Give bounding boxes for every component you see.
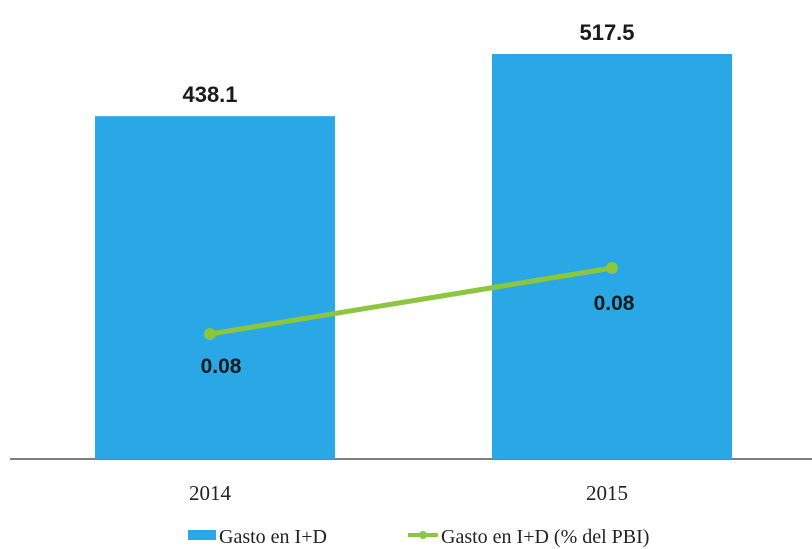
line-point-2015: [606, 262, 618, 274]
bar-2014: [95, 116, 335, 459]
bar-2015: [492, 54, 732, 459]
legend-label-line: Gasto en I+D (% del PBI): [441, 526, 649, 548]
legend-label-bar: Gasto en I+D: [219, 526, 327, 548]
line-label-2015: 0.08: [594, 292, 635, 315]
bar-label-2015: 517.5: [579, 20, 634, 45]
line-point-2014: [204, 328, 216, 340]
x-tick-2015: 2015: [586, 481, 628, 505]
line-label-2014: 0.08: [201, 355, 242, 378]
line-segment-pbi: [207, 265, 615, 337]
bar-label-2014: 438.1: [182, 82, 237, 107]
legend: Gasto en I+D Gasto en I+D (% del PBI): [188, 526, 649, 548]
legend-swatch-line-marker: [419, 531, 427, 539]
x-tick-2014: 2014: [189, 481, 232, 505]
legend-swatch-bar: [188, 530, 216, 540]
